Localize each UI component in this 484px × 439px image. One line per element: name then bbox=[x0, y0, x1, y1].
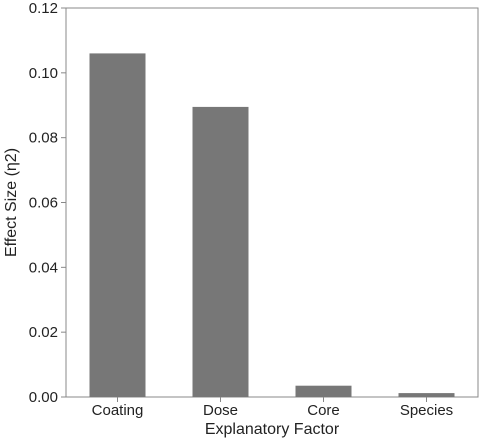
bar-species bbox=[398, 393, 455, 397]
y-axis-title: Effect Size (η2) bbox=[3, 148, 20, 257]
x-axis-title: Explanatory Factor bbox=[205, 421, 340, 438]
y-tick-label: 0.12 bbox=[29, 0, 58, 17]
bar-coating bbox=[89, 53, 146, 398]
bar-dose bbox=[192, 106, 249, 398]
bar-core bbox=[295, 385, 352, 397]
y-axis: 0.00 0.02 0.04 0.06 0.08 0.10 0.12 bbox=[29, 0, 66, 406]
y-tick-label: 0.04 bbox=[29, 259, 58, 276]
x-tick-label-coating: Coating bbox=[92, 402, 144, 419]
y-tick-label: 0.06 bbox=[29, 195, 58, 212]
x-axis: Coating Dose Core Species bbox=[92, 397, 453, 419]
bars-group bbox=[89, 53, 455, 398]
y-tick-label: 0.00 bbox=[29, 389, 58, 406]
y-tick-label: 0.10 bbox=[29, 65, 58, 82]
y-tick-label: 0.08 bbox=[29, 130, 58, 147]
x-tick-label-core: Core bbox=[307, 402, 340, 419]
x-tick-label-dose: Dose bbox=[203, 402, 238, 419]
x-tick-label-species: Species bbox=[400, 402, 453, 419]
y-tick-label: 0.02 bbox=[29, 324, 58, 341]
